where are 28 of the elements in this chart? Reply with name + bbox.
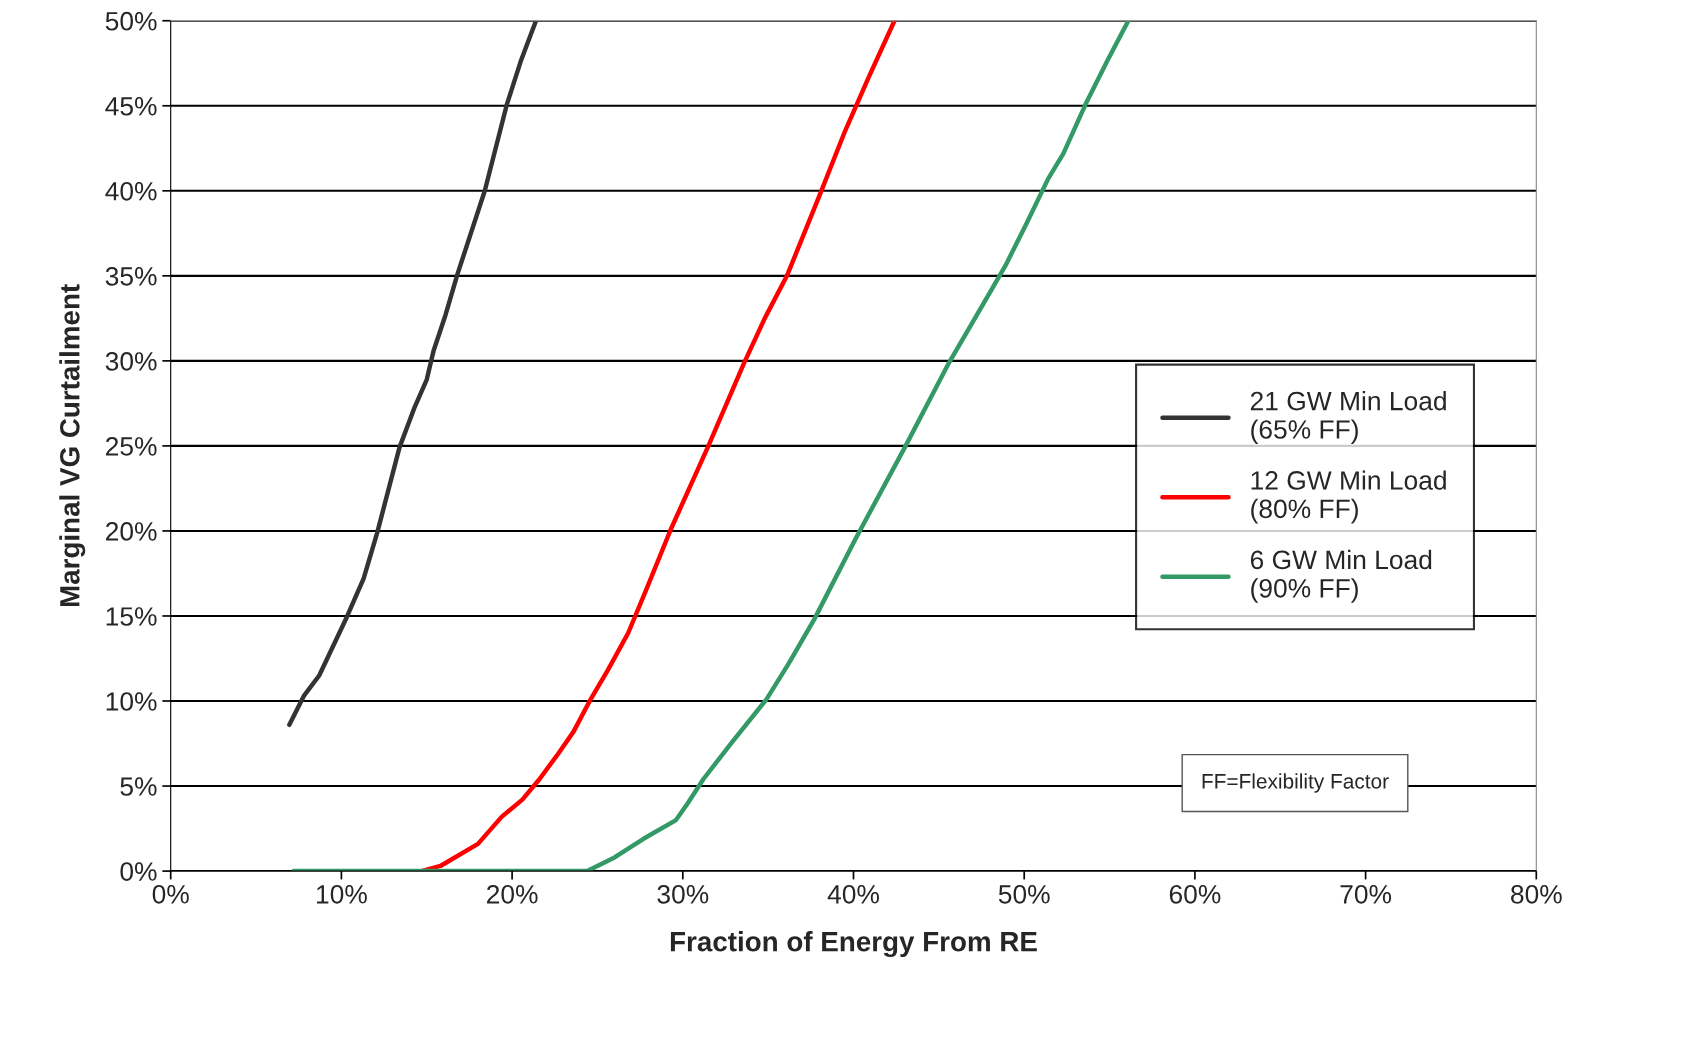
y-tick-label: 15% [106,607,157,626]
y-tick-label: 50% [105,11,157,31]
y-tick-label: 5% [120,777,157,796]
legend-label: 6 GW Min Load (90% FF) [1250,549,1432,603]
x-tick-label: 10% [317,884,367,904]
y-tick-label: 20% [106,522,157,541]
y-tick-label: 0% [120,862,157,881]
legend-label: 12 GW Min Load (80% FF) [1251,470,1446,524]
y-tick-label: 45% [105,97,157,116]
y-tick-label: 25% [106,437,157,456]
annotation: FF=Flexibility Factor [1202,773,1389,793]
x-tick-label: 70% [1340,884,1392,904]
y-tick-label: 30% [105,352,157,371]
x-tick-label: 60% [1169,884,1221,904]
x-axis-title: Fraction of Energy From RE [670,931,1037,958]
line-series [287,20,539,728]
y-axis-title: Marginal VG Curtailment [59,284,86,607]
x-tick-label: 0% [152,884,189,904]
legend-label: 21 GW Min Load (65% FF) [1250,391,1446,445]
x-tick-label: 20% [487,884,538,904]
y-tick-label: 35% [105,266,157,286]
line-series [291,20,1131,872]
y-tick-label: 10% [106,692,157,711]
x-tick-label: 30% [657,884,709,904]
x-tick-label: 40% [827,884,879,904]
x-tick-label: 80% [1511,884,1562,904]
y-tick-label: 40% [105,181,157,201]
x-tick-label: 50% [998,884,1050,904]
